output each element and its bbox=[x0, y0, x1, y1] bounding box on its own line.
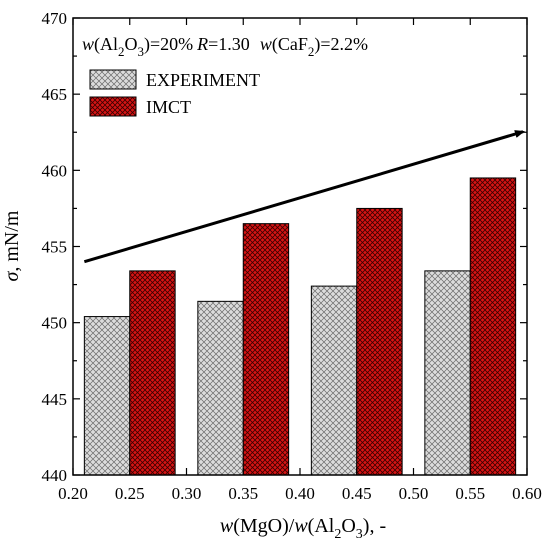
y-axis-label: σ, mN/m bbox=[1, 210, 23, 281]
x-tick-label-0.35: 0.35 bbox=[228, 484, 258, 503]
y-tick-label-440: 440 bbox=[42, 466, 68, 485]
bar-experiment-1 bbox=[83, 316, 131, 476]
bar-experiment-3 bbox=[310, 285, 358, 476]
x-tick-label-0.40: 0.40 bbox=[285, 484, 315, 503]
chart-annotation: w(Al2O3)=20% R=1.30 w(CaF2)=2.2% bbox=[82, 34, 368, 59]
y-tick-label-465: 465 bbox=[42, 85, 68, 104]
x-tick-label-0.20: 0.20 bbox=[58, 484, 88, 503]
legend-swatch-imct bbox=[89, 96, 137, 117]
bar-experiment-2 bbox=[197, 300, 244, 476]
bar-imct-3 bbox=[356, 207, 403, 476]
y-tick-label-470: 470 bbox=[42, 9, 68, 28]
x-tick-label-0.50: 0.50 bbox=[399, 484, 429, 503]
y-tick-label-450: 450 bbox=[42, 314, 68, 333]
axis-ticks: 440 445 450 455 460 465 470 0.20 0.25 0.30 0.35 0.4… bbox=[42, 9, 542, 503]
x-tick-label-0.60: 0.60 bbox=[512, 484, 542, 503]
bar-imct-4 bbox=[469, 177, 517, 476]
y-tick-label-455: 455 bbox=[42, 238, 68, 257]
x-tick-label-0.25: 0.25 bbox=[115, 484, 145, 503]
y-tick-label-460: 460 bbox=[42, 161, 68, 180]
bar-imct-1 bbox=[129, 270, 176, 476]
x-tick-label-0.55: 0.55 bbox=[455, 484, 485, 503]
y-tick-label-445: 445 bbox=[42, 390, 68, 409]
legend-swatch-experiment bbox=[89, 69, 137, 90]
legend-label-imct: IMCT bbox=[146, 97, 191, 117]
bars-layer bbox=[83, 177, 517, 476]
x-axis-label: w(MgO)/w(Al2O3), - bbox=[220, 515, 386, 541]
bar-experiment-4 bbox=[424, 270, 471, 476]
legend-label-experiment: EXPERIMENT bbox=[146, 70, 260, 90]
bar-imct-2 bbox=[242, 223, 290, 476]
trend-arrow bbox=[83, 130, 525, 264]
legend: EXPERIMENT IMCT bbox=[89, 69, 260, 117]
x-tick-label-0.30: 0.30 bbox=[172, 484, 202, 503]
x-tick-label-0.45: 0.45 bbox=[342, 484, 372, 503]
